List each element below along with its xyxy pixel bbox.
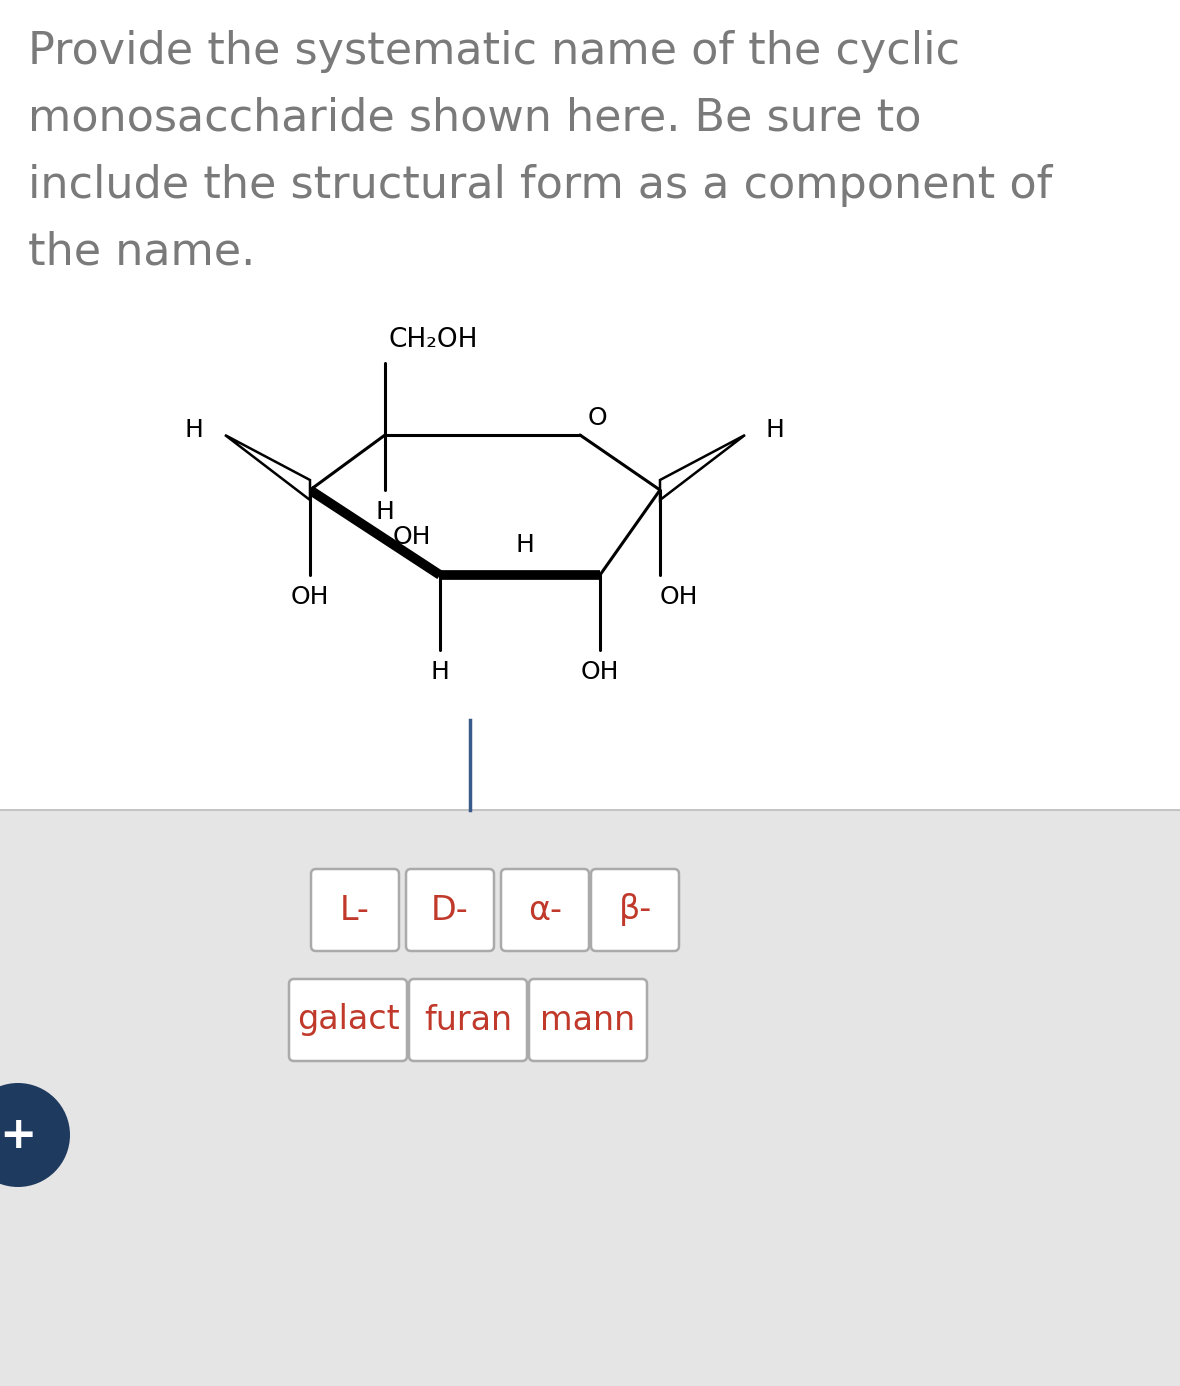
Polygon shape xyxy=(225,435,310,500)
FancyBboxPatch shape xyxy=(406,869,494,951)
Bar xyxy=(0,809,1180,1386)
FancyBboxPatch shape xyxy=(529,979,647,1062)
FancyBboxPatch shape xyxy=(591,869,678,951)
Text: OH: OH xyxy=(660,585,699,608)
Text: β-: β- xyxy=(618,894,651,926)
FancyBboxPatch shape xyxy=(409,979,527,1062)
Text: galact: galact xyxy=(296,1003,399,1037)
Text: α-: α- xyxy=(527,894,562,926)
Text: +: + xyxy=(0,1113,37,1156)
Polygon shape xyxy=(660,435,745,500)
Circle shape xyxy=(0,1082,70,1186)
Text: OH: OH xyxy=(581,660,620,685)
Text: CH₂OH: CH₂OH xyxy=(389,327,479,353)
FancyBboxPatch shape xyxy=(502,869,589,951)
Text: furan: furan xyxy=(424,1003,512,1037)
Text: Provide the systematic name of the cyclic
monosaccharide shown here. Be sure to
: Provide the systematic name of the cycli… xyxy=(28,30,1053,273)
Text: H: H xyxy=(765,419,784,442)
Text: H: H xyxy=(184,419,203,442)
Text: H: H xyxy=(375,500,394,524)
FancyBboxPatch shape xyxy=(289,979,407,1062)
Text: H: H xyxy=(431,660,450,685)
Text: D-: D- xyxy=(431,894,468,926)
Text: L-: L- xyxy=(340,894,371,926)
Text: O: O xyxy=(588,406,608,430)
Text: mann: mann xyxy=(540,1003,636,1037)
Text: OH: OH xyxy=(393,525,432,549)
Text: OH: OH xyxy=(290,585,329,608)
FancyBboxPatch shape xyxy=(312,869,399,951)
Text: H: H xyxy=(516,534,535,557)
